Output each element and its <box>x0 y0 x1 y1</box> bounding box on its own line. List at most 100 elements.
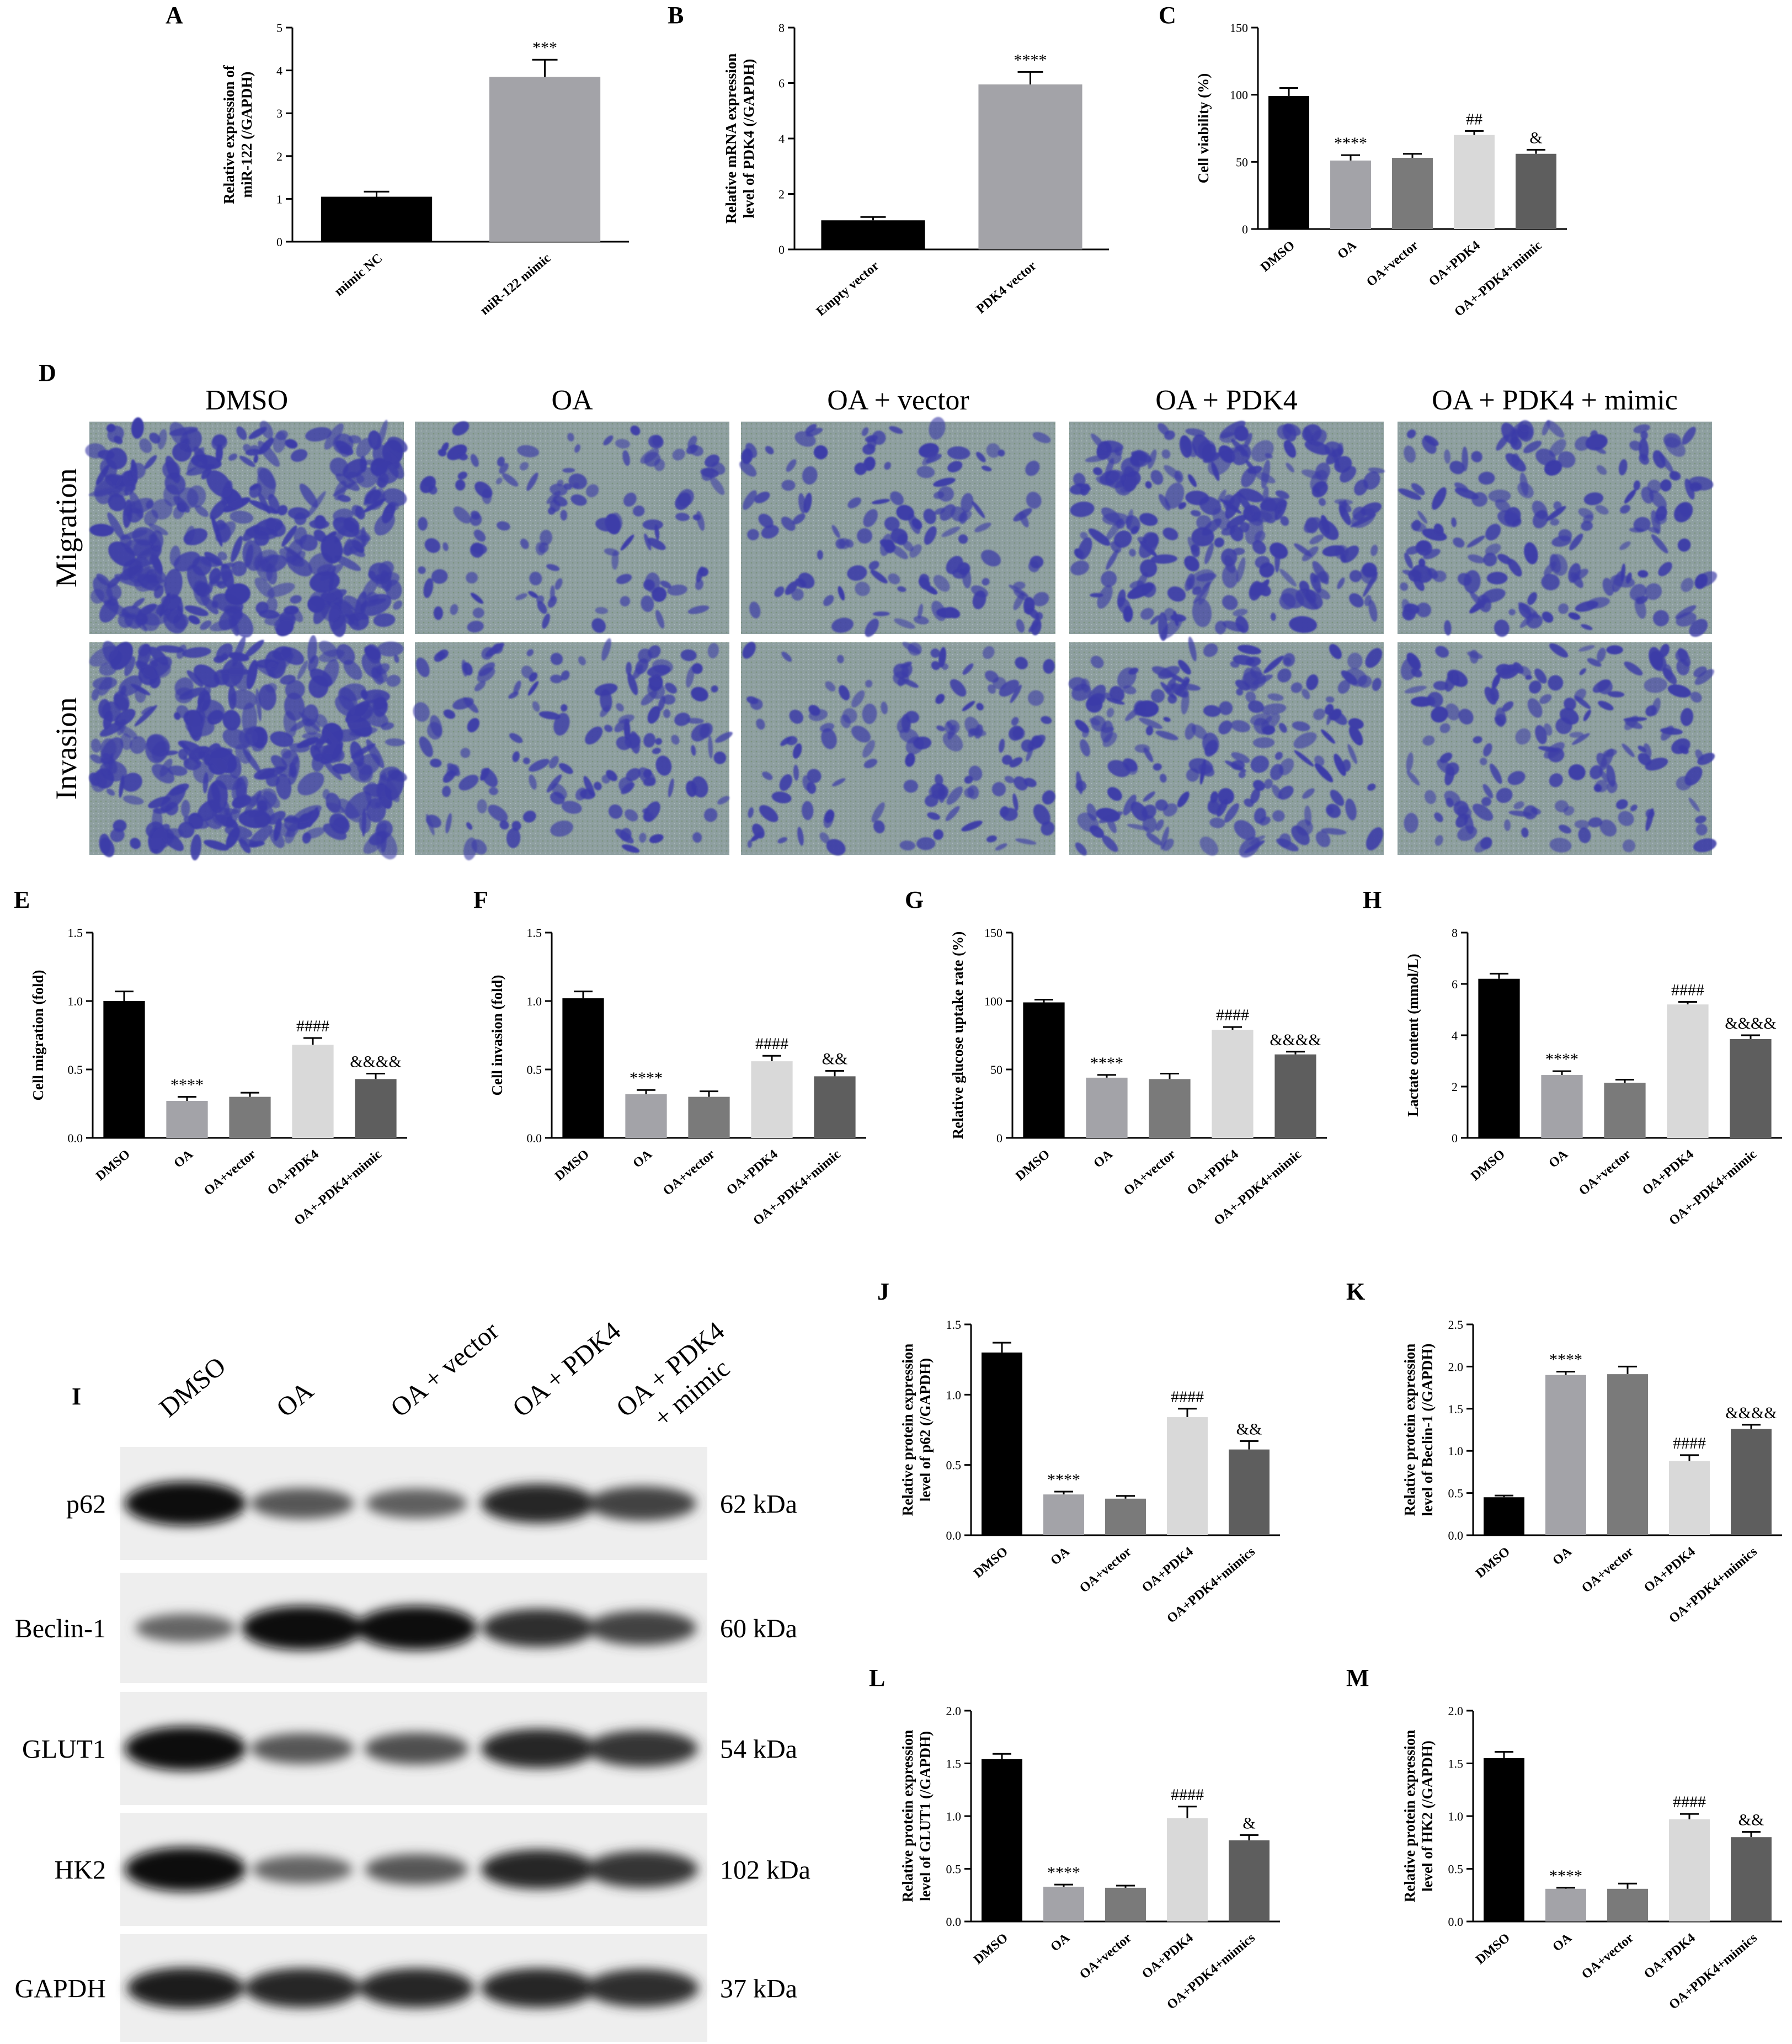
stained-cell <box>1218 720 1233 734</box>
stained-cell <box>1278 785 1294 800</box>
stained-cell <box>747 529 759 540</box>
stained-cell <box>1322 545 1345 557</box>
stained-cell <box>779 774 792 791</box>
stained-cell <box>594 781 602 791</box>
stained-cell <box>119 775 125 798</box>
stained-cell <box>1026 746 1034 762</box>
y-axis-label-line: level of PDK4 (/GAPDH) <box>740 59 757 219</box>
stained-cell <box>933 477 956 487</box>
stained-cell <box>1590 430 1598 439</box>
stained-cell <box>995 843 1007 851</box>
y-tick-label: 0.5 <box>68 1063 83 1077</box>
stained-cell <box>1032 432 1051 444</box>
stained-cell <box>1164 465 1182 480</box>
stained-cell <box>326 802 345 813</box>
stained-cell <box>307 595 326 613</box>
stained-cell <box>374 512 395 536</box>
stained-cell <box>1162 528 1178 540</box>
stained-cell <box>1010 684 1022 704</box>
stained-cell <box>1262 486 1269 503</box>
bar <box>1086 1077 1128 1138</box>
significance-label: **** <box>1090 1054 1123 1072</box>
stained-cell <box>894 618 915 629</box>
stained-cell <box>547 507 556 515</box>
bar <box>1541 1075 1583 1138</box>
stained-cell <box>1667 684 1691 698</box>
stained-cell <box>1238 488 1264 503</box>
category-label: DMSO <box>1013 1147 1053 1184</box>
stained-cell <box>1260 497 1278 524</box>
stained-cell <box>1219 701 1233 715</box>
stained-cell <box>1607 780 1618 794</box>
stained-cell <box>1507 771 1526 785</box>
chart-f: F 0.0 0.5 1.0 1.5 Cell invasion (fold) DMSO ***… <box>473 886 866 1228</box>
stained-cell <box>936 725 946 732</box>
stained-cell <box>343 614 355 626</box>
stained-cell <box>648 677 662 688</box>
stained-cell <box>1558 451 1576 468</box>
stained-cell <box>294 512 307 525</box>
bar <box>1478 978 1520 1138</box>
bar <box>1731 1429 1772 1535</box>
stained-cell <box>831 618 854 633</box>
stained-cell <box>591 618 606 633</box>
stained-cell <box>121 605 142 619</box>
stained-cells <box>89 635 407 861</box>
stained-cell <box>889 426 903 434</box>
stained-cell <box>1400 582 1409 591</box>
stained-cell <box>1236 557 1246 583</box>
stained-cell <box>1539 694 1552 704</box>
stained-cell <box>823 595 834 606</box>
stained-cell <box>193 664 220 688</box>
stained-cell <box>1695 571 1718 587</box>
stained-cell <box>893 663 909 679</box>
stained-cell <box>1012 793 1018 811</box>
stained-cell <box>1123 794 1137 816</box>
stained-cell <box>1693 838 1717 853</box>
significance-label: #### <box>1671 981 1704 999</box>
stained-cell <box>1432 487 1447 510</box>
stained-cell <box>1362 562 1377 578</box>
y-tick-label: 1.5 <box>946 1757 962 1771</box>
stained-cell <box>1150 470 1164 485</box>
panel-label-c: C <box>1159 2 1176 29</box>
stained-cell <box>1244 798 1254 807</box>
stained-cell <box>710 476 725 495</box>
stained-cell <box>585 726 603 745</box>
stained-cell <box>1439 723 1450 733</box>
stained-cell <box>868 561 879 570</box>
stained-cell <box>361 808 366 837</box>
stained-cell <box>430 758 442 768</box>
stained-cell <box>190 834 201 861</box>
stained-cell <box>1139 513 1158 526</box>
stained-cell <box>1245 691 1256 702</box>
micrograph-image <box>1069 420 1385 641</box>
stained-cell <box>1554 800 1569 813</box>
y-axis-label-line: Cell migration (fold) <box>30 970 46 1101</box>
stained-cell <box>108 490 129 497</box>
stained-cell <box>1615 799 1628 810</box>
stained-cell <box>256 794 275 821</box>
stained-cell <box>540 530 553 546</box>
blot-band <box>135 1614 236 1642</box>
stained-cell <box>692 514 701 521</box>
stained-cell <box>329 457 349 476</box>
stained-cell <box>1651 534 1668 553</box>
panel-label-i: I <box>72 1383 81 1410</box>
stained-cell <box>908 513 921 534</box>
stained-cell <box>1231 439 1249 457</box>
stained-cell <box>1326 803 1341 818</box>
stained-cell <box>1075 720 1090 733</box>
stained-cell <box>1480 757 1487 765</box>
stained-cell <box>1469 598 1488 614</box>
stained-cell <box>1121 457 1140 477</box>
stained-cell <box>986 443 1001 458</box>
micrograph-column-label: OA + vector <box>827 385 969 416</box>
category-label: DMSO <box>1258 238 1298 275</box>
bar <box>1392 158 1433 229</box>
stained-cell <box>935 774 943 786</box>
stained-cell <box>434 651 445 662</box>
category-label: OA+vector <box>1121 1147 1178 1198</box>
stained-cell <box>1486 572 1508 585</box>
stained-cell <box>1645 583 1662 600</box>
